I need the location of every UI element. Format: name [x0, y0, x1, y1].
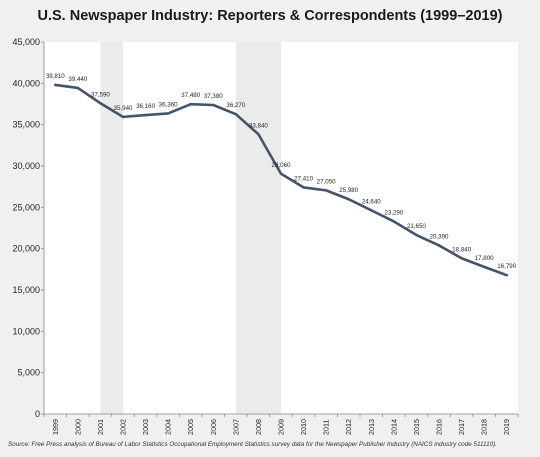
data-point — [370, 209, 373, 212]
x-tick-label: 2019 — [502, 419, 511, 435]
y-tick-label: 0 — [35, 409, 40, 419]
data-point — [482, 265, 486, 269]
y-tick-label: 30,000 — [12, 161, 40, 171]
x-tick-label: 2009 — [277, 419, 286, 435]
y-tick-label: 45,000 — [12, 37, 40, 47]
x-tick-label: 2001 — [96, 419, 105, 435]
chart-title: U.S. Newspaper Industry: Reporters & Cor… — [37, 8, 503, 24]
x-tick-label: 2002 — [119, 419, 128, 435]
x-tick-label: 2017 — [457, 419, 466, 435]
data-point — [505, 274, 508, 277]
chart-source-note: Source: Free Press analysis of Bureau of… — [8, 441, 497, 448]
data-label: 21,650 — [407, 223, 426, 230]
data-label: 39,440 — [68, 76, 87, 83]
series-line-group — [53, 83, 509, 277]
data-point — [234, 112, 238, 116]
data-point — [99, 102, 102, 105]
x-tick-label: 2005 — [186, 419, 195, 435]
x-tick-label: 2010 — [299, 419, 308, 435]
data-point — [460, 257, 463, 260]
x-tick-label: 2014 — [389, 419, 398, 435]
data-point — [279, 172, 283, 175]
data-point — [121, 115, 125, 119]
data-point — [54, 83, 57, 87]
y-tick-label: 10,000 — [12, 326, 40, 336]
data-point — [212, 103, 215, 107]
data-point — [144, 113, 147, 117]
data-label: 17,800 — [475, 255, 494, 262]
y-tick-label: 25,000 — [12, 202, 40, 212]
x-tick-label: 2012 — [344, 419, 353, 435]
data-label: 24,640 — [362, 198, 381, 205]
y-tick-label: 35,000 — [12, 120, 40, 130]
x-tick-label: 2000 — [73, 419, 82, 435]
data-label: 36,160 — [136, 103, 155, 110]
x-tick-label: 2013 — [367, 419, 376, 435]
data-label: 23,290 — [384, 209, 403, 216]
data-point — [347, 198, 350, 201]
data-labels: 39,810 39,440 37,590 35,940 36,160 36,36037,4… — [46, 73, 517, 270]
x-tick-label: 2016 — [435, 419, 444, 435]
recession-shade — [100, 42, 123, 414]
data-label: 35,940 — [114, 105, 133, 112]
data-label: 27,410 — [294, 175, 313, 182]
data-label: 36,270 — [226, 102, 245, 109]
x-tick-label: 2018 — [480, 419, 489, 435]
data-label: 25,980 — [339, 187, 358, 194]
data-label: 37,590 — [91, 91, 110, 98]
y-tick-label: 5,000 — [17, 368, 40, 378]
x-tick-label: 2015 — [412, 419, 421, 435]
data-label: 20,390 — [430, 233, 449, 240]
data-point — [302, 186, 305, 189]
recession-shade — [235, 42, 281, 414]
data-point — [437, 244, 441, 247]
y-axis-ticks: 0 5,000 10,000 15,000 20,000 25,000 30,000 35,0… — [12, 37, 44, 419]
x-tick-label: 2003 — [141, 419, 150, 435]
x-tick-label: 2006 — [209, 419, 218, 435]
x-tick-label: 2011 — [322, 420, 331, 435]
data-label: 37,480 — [181, 92, 200, 99]
data-label: 39,810 — [46, 73, 65, 80]
x-tick-label: 1999 — [51, 419, 60, 435]
data-label: 16,790 — [497, 263, 516, 270]
data-point — [392, 220, 396, 223]
x-tick-label: 2008 — [254, 419, 263, 435]
data-point — [76, 86, 80, 90]
x-tick-label: 2007 — [231, 419, 240, 435]
data-label: 36,360 — [159, 101, 178, 108]
data-point — [166, 112, 170, 115]
data-label: 33,840 — [249, 122, 268, 129]
y-tick-label: 15,000 — [12, 285, 40, 295]
data-point — [415, 233, 418, 237]
data-point — [324, 189, 328, 192]
data-label: 18,840 — [452, 246, 471, 253]
data-label: 29,060 — [272, 162, 291, 169]
y-tick-label: 20,000 — [12, 244, 40, 254]
data-point — [257, 133, 260, 136]
data-point — [189, 102, 192, 106]
data-label: 37,380 — [204, 93, 223, 100]
y-tick-label: 40,000 — [12, 78, 40, 88]
data-label: 27,050 — [317, 178, 336, 185]
x-tick-label: 2004 — [164, 419, 173, 435]
shaded-periods — [100, 42, 281, 414]
x-axis-ticks: 1999 2000 2001 2002 2003 2004 2005 2006 2007 2008… — [43, 414, 519, 435]
